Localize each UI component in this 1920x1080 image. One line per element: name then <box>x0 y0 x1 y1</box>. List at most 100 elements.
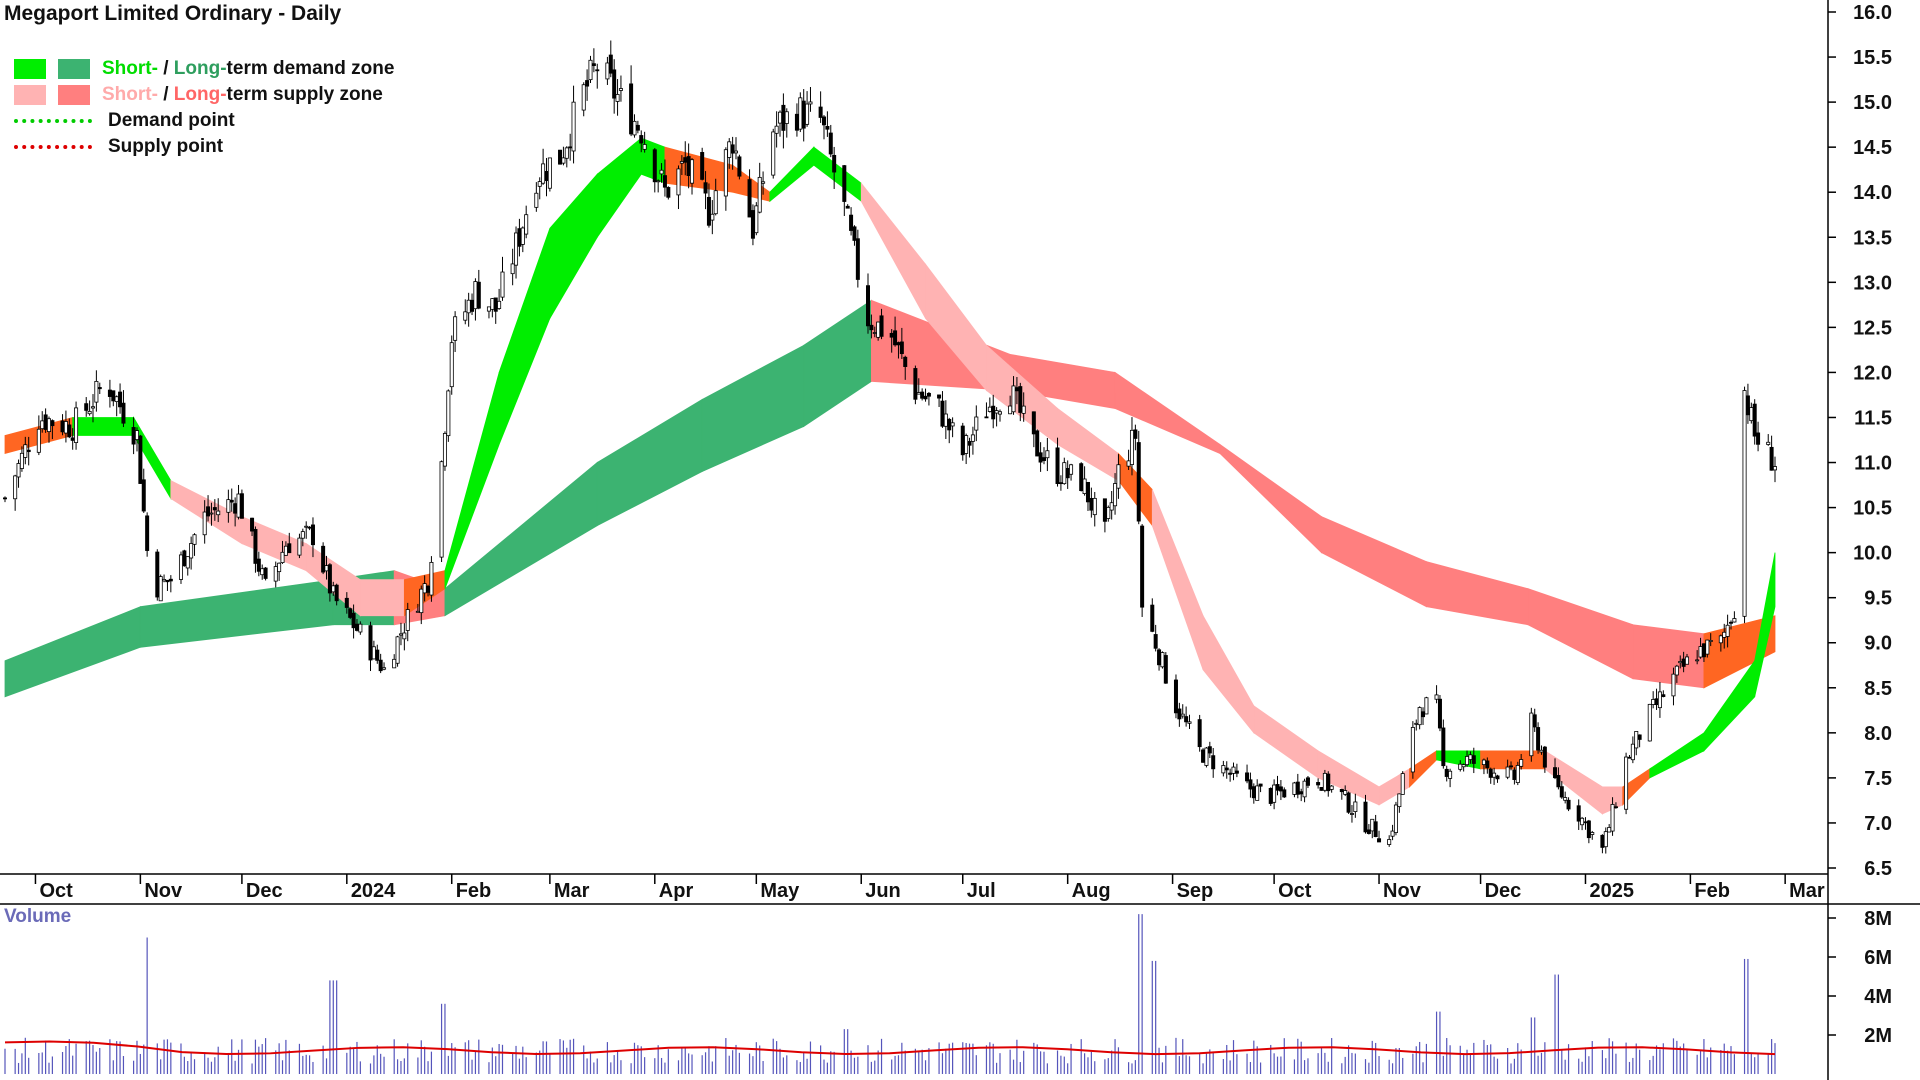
candle-body <box>1627 756 1632 759</box>
candle-body <box>263 567 268 579</box>
candle-body <box>1248 779 1253 790</box>
candle-body <box>1231 766 1236 774</box>
candle-body <box>706 196 711 226</box>
candle-body <box>632 120 637 136</box>
candle-body <box>1718 635 1723 644</box>
candle-body <box>1038 452 1043 463</box>
candle-body <box>1556 775 1561 788</box>
legend-short-label: Short- <box>102 84 158 105</box>
candle-body <box>1701 643 1706 658</box>
candle-body <box>1180 713 1185 717</box>
candle-body <box>517 228 522 247</box>
date-tick-label: Nov <box>144 880 183 902</box>
candle-body <box>703 182 708 194</box>
candle-body <box>1766 441 1771 445</box>
candle-body <box>771 131 776 176</box>
candle-body <box>67 424 72 438</box>
date-tick-label: Jul <box>967 880 996 902</box>
short-term-zone-segment <box>769 146 815 203</box>
candle-body <box>382 667 387 670</box>
candle-body <box>1113 483 1118 507</box>
legend-supply-rest: term supply zone <box>226 84 383 105</box>
candle-body <box>212 507 217 511</box>
long-term-zone-segment <box>803 299 872 428</box>
candle-body <box>1031 411 1036 435</box>
candle-body <box>947 418 952 431</box>
candle-body <box>1133 429 1138 439</box>
candle-body <box>828 132 833 155</box>
candle-body <box>395 636 400 664</box>
candle-body <box>666 187 671 198</box>
short-term-zone-segment <box>1754 552 1776 697</box>
candle-body <box>446 390 451 437</box>
candle-body <box>1695 659 1700 662</box>
candle-body <box>842 165 847 202</box>
candle-body <box>375 649 380 661</box>
candle-body <box>182 550 187 567</box>
candle-body <box>544 171 549 182</box>
long-term-zone-segment <box>1321 515 1427 608</box>
candle-body <box>1295 781 1300 795</box>
candle-body <box>1485 760 1490 769</box>
candle-body <box>1153 634 1158 649</box>
candle-body <box>1102 498 1107 522</box>
legend-sep: / <box>157 58 174 79</box>
candle-body <box>1542 746 1547 768</box>
candle-body <box>1021 405 1026 414</box>
long-term-zone-segment <box>1219 443 1322 554</box>
candle-body <box>723 149 728 197</box>
candle-body <box>845 205 850 209</box>
candle-body <box>618 88 623 91</box>
candle-body <box>1722 631 1727 638</box>
candle-body <box>1366 829 1371 834</box>
candle-body <box>19 452 24 469</box>
long-demand-swatch <box>58 59 90 79</box>
candle-body <box>588 59 593 81</box>
candle-body <box>872 332 877 334</box>
candle-body <box>1302 780 1307 798</box>
candle-body <box>307 526 312 529</box>
price-tick-label: 12.0 <box>1853 362 1892 384</box>
candle-body <box>1553 767 1558 779</box>
candle-body <box>652 149 657 183</box>
candle-body <box>46 418 51 433</box>
candle-body <box>1492 772 1497 778</box>
candle-body <box>415 610 420 613</box>
candle-body <box>997 411 1002 415</box>
candle-body <box>1160 652 1165 668</box>
candle-body <box>849 214 854 231</box>
candle-body <box>798 97 803 130</box>
price-tick-label: 15.5 <box>1853 47 1892 69</box>
volume-label: Volume <box>4 906 72 927</box>
candle-body <box>1106 506 1111 519</box>
candle-body <box>1069 464 1074 475</box>
candle-body <box>869 324 874 331</box>
price-tick-label: 7.5 <box>1864 768 1892 790</box>
candle-body <box>1424 697 1429 715</box>
candle-body <box>351 612 356 629</box>
candle-body <box>1092 497 1097 516</box>
candle-body <box>581 84 586 111</box>
candle-body <box>439 461 444 558</box>
candle-body <box>1437 698 1442 729</box>
candle-body <box>1221 765 1226 774</box>
candle-body <box>778 111 783 124</box>
candle-body <box>994 410 999 414</box>
candle-body <box>635 124 640 131</box>
legend-sep: / <box>157 84 174 105</box>
candle-body <box>470 299 475 312</box>
candle-body <box>1055 447 1060 484</box>
candle-body <box>50 420 55 427</box>
short-term-zone-segment <box>860 182 926 319</box>
candle-body <box>1769 446 1774 471</box>
candle-body <box>500 271 505 298</box>
candle-body <box>40 420 45 430</box>
candle-body <box>1681 658 1686 667</box>
candle-body <box>1011 385 1016 413</box>
candle-body <box>808 101 813 105</box>
candle-body <box>1251 786 1256 799</box>
short-term-zone-segment <box>1253 705 1319 779</box>
candle-body <box>893 330 898 346</box>
candle-body <box>165 579 170 583</box>
